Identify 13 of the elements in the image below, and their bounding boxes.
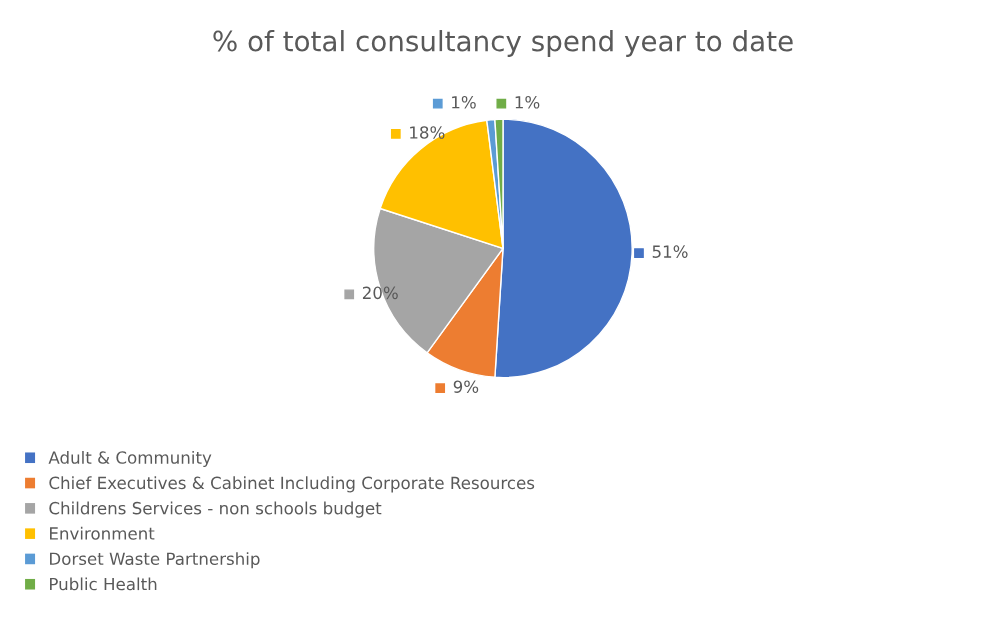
legend-label: Childrens Services - non schools budget — [49, 501, 382, 518]
data-label: 9% — [453, 380, 479, 393]
legend-label: Environment — [50, 526, 155, 540]
legend-label: Adult & Community — [48, 450, 212, 468]
data-label: 1% — [515, 95, 540, 109]
data-label: 18% — [410, 126, 445, 139]
legend-label: Public Health — [50, 577, 157, 591]
data-label: 1% — [452, 95, 476, 109]
data-label: 51% — [652, 245, 688, 258]
legend-label: Chief Executives & Cabinet Including Corporate Resources — [49, 476, 535, 493]
legend-label: Dorset Waste Partnership — [50, 552, 260, 569]
data-label: 20% — [362, 286, 398, 300]
chart-title: % of total consultancy spend year to date — [213, 30, 793, 57]
